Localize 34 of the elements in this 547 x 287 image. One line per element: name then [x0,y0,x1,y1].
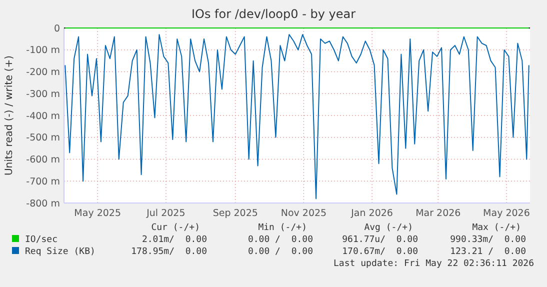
y-tick-label: -800 m [26,198,60,210]
text: 0.00 / 0.00 [248,235,313,245]
x-tick-label: May 2026 [483,208,530,219]
text: Max (-/+) [472,223,521,233]
text: Avg (-/+) [364,223,413,233]
text: 990.33m/ 0.00 [450,235,526,245]
text: Cur (-/+) [151,223,200,233]
chart-title: IOs for /dev/loop0 - by year [191,7,356,21]
x-tick-label: Jul 2025 [146,208,186,219]
y-tick-label: 0 [54,23,60,34]
y-axis-title: Units read (-) / write (+) [4,55,15,176]
text: 170.67m/ 0.00 [342,247,418,257]
line-series [64,34,530,200]
text: 961.77u/ 0.00 [342,235,418,245]
y-tick-label: -400 m [26,110,60,122]
text: 0.00 / 0.00 [248,247,313,257]
x-tick-label: Nov 2025 [280,208,327,219]
x-tick-label: Sep 2025 [212,208,258,219]
y-tick-label: -600 m [26,154,60,166]
text: Last update: Fri May 22 02:36:11 2026 [334,259,534,269]
x-tick-label: May 2025 [74,208,122,219]
y-tick-label: -100 m [26,45,60,56]
y-tick-label: -300 m [26,88,60,100]
x-tick-label: Mar 2026 [416,208,461,219]
text: Min (-/+) [258,223,307,233]
text: 123.21 / 0.00 [450,247,526,257]
legend-label: IO/sec [25,235,58,245]
text: 2.01m/ 0.00 [142,235,207,245]
y-tick-label: -200 m [26,67,60,78]
y-tick-label: -700 m [26,176,60,188]
y-tick-label: -500 m [26,132,60,144]
x-tick-label: Jan 2026 [350,208,393,219]
text: 178.95m/ 0.00 [131,247,207,257]
legend-label: Req Size (KB) [25,247,96,257]
